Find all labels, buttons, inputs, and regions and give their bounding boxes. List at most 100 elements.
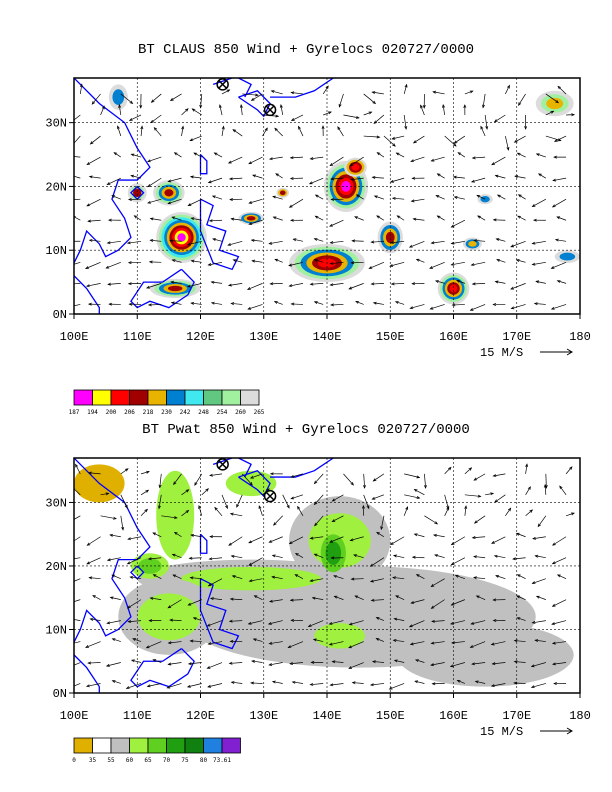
wind-arrowhead [490,642,495,646]
wind-arrowhead [494,280,499,284]
coastline [199,533,208,554]
field-contour [341,181,351,192]
wind-arrowhead [248,540,252,544]
wind-vector [517,617,526,621]
wind-arrowhead [416,475,421,479]
colorbar-swatch [129,389,149,406]
wind-arrowhead [313,238,318,241]
wind-vector [363,473,365,488]
coastline [238,78,252,98]
wind-arrowhead [552,178,557,182]
wind-arrowhead [186,284,191,288]
wind-arrowhead [449,664,454,668]
wind-arrowhead [404,83,408,88]
wind-vector [221,126,224,137]
colorbar-swatch [184,389,204,406]
wind-vector [390,177,405,183]
wind-vector [495,281,506,284]
wind-arrowhead [113,152,118,156]
x-tick-label: 140E [313,330,342,344]
wind-arrowhead [297,505,301,510]
wind-vector [291,92,304,95]
wind-arrowhead [532,536,536,540]
wind-vector [171,302,182,305]
x-tick-label: 110E [123,709,152,723]
wind-arrowhead [368,111,373,115]
wind-vector [514,640,526,642]
wind-arrowhead [146,684,151,688]
wind-arrowhead [477,215,481,219]
wind-arrowhead [106,241,111,245]
wind-arrowhead [286,504,290,509]
wind-arrowhead [129,100,134,105]
wind-arrowhead [230,302,235,306]
wind-vector [219,104,223,116]
vector-reference-label: 15 M/S [480,725,523,739]
wind-arrowhead [516,574,521,578]
wind-vector [170,240,182,242]
wind-vector [147,198,162,204]
wind-arrowhead [433,533,437,537]
field-contour [246,216,256,221]
wind-arrowhead [88,576,93,580]
wind-vector [212,238,223,242]
coastline [199,578,240,650]
wind-arrowhead [404,126,408,130]
wind-arrowhead [130,174,135,178]
wind-vector [415,659,425,663]
wind-arrowhead [495,238,500,241]
wind-vector [262,127,268,137]
wind-vector [410,156,425,162]
wind-arrowhead [408,624,413,628]
wind-vector [485,493,494,496]
wind-arrowhead [371,660,376,664]
wind-vector [457,152,466,158]
wind-vector [100,106,105,116]
wind-vector [191,217,202,221]
wind-arrowhead [75,463,79,468]
wind-arrowhead [88,238,93,242]
wind-vector [252,174,263,179]
wind-arrowhead [105,492,110,496]
wind-arrowhead [430,241,435,245]
wind-arrowhead [388,686,393,690]
wind-vector [120,515,124,530]
wind-arrowhead [507,84,510,89]
wind-vector [496,238,506,242]
wind-vector [476,194,486,200]
wind-arrowhead [516,595,521,599]
wind-vector [154,127,162,137]
wind-arrowhead [309,536,314,540]
wind-arrowhead [430,663,434,667]
wind-vector [247,283,263,290]
wind-vector [545,473,547,488]
wind-vector [229,177,243,180]
wind-arrowhead [239,104,243,108]
wind-arrowhead [492,618,497,622]
wind-vector [389,261,405,267]
wind-arrowhead [275,114,280,118]
wind-vector [290,156,303,159]
wind-arrowhead [181,125,185,130]
wind-vector [250,682,263,684]
wind-vector [456,280,466,284]
wind-vector [480,126,486,137]
wind-vector [75,464,81,475]
wind-vector [134,215,142,221]
wind-vector [495,175,506,179]
field-contour [559,252,576,261]
wind-arrowhead [218,104,222,108]
wind-vector [252,260,263,263]
wind-vector [395,301,405,305]
wind-vector [140,489,149,496]
colorbar-label: 75 [181,757,189,764]
wind-arrowhead [107,282,112,286]
wind-vector [373,114,385,124]
wind-arrowhead [350,577,355,581]
wind-vector [150,218,162,221]
wind-arrowhead [189,576,194,580]
wind-vector [350,177,364,181]
wind-arrowhead [294,552,299,557]
colorbar-legend: 0 35 55 60 65 70 75 80 73.61 [72,737,241,764]
wind-arrowhead [328,111,332,115]
